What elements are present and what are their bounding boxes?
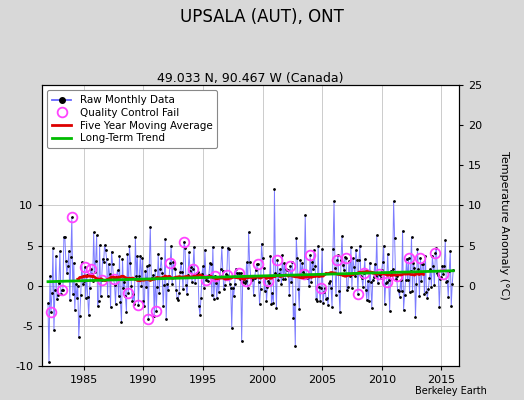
- Legend: Raw Monthly Data, Quality Control Fail, Five Year Moving Average, Long-Term Tren: Raw Monthly Data, Quality Control Fail, …: [47, 90, 217, 148]
- Text: Berkeley Earth: Berkeley Earth: [416, 386, 487, 396]
- Title: 49.033 N, 90.467 W (Canada): 49.033 N, 90.467 W (Canada): [157, 72, 344, 85]
- Text: UPSALA (AUT), ONT: UPSALA (AUT), ONT: [180, 8, 344, 26]
- Y-axis label: Temperature Anomaly (°C): Temperature Anomaly (°C): [499, 151, 509, 300]
